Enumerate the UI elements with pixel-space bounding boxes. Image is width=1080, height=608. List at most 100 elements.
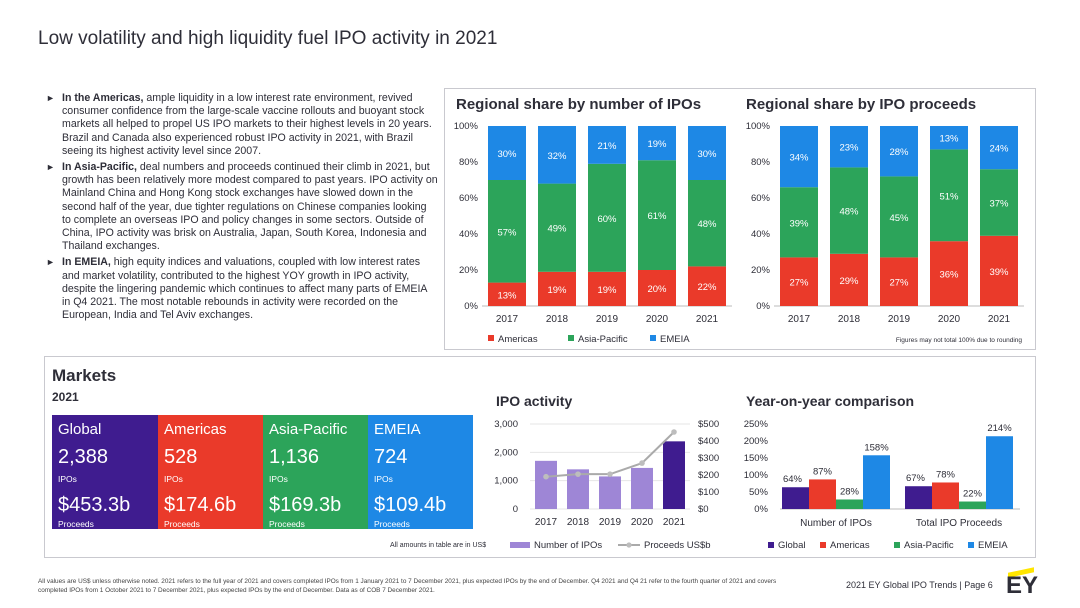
bar-americas — [980, 235, 1018, 306]
chart-yoy-comparison: 0% 50% 100% 150% 200% 250% 64% 87% 28% 158% Number… — [744, 419, 1020, 551]
bar-asiapacific — [930, 149, 968, 242]
chart-ipo-proceeds: 0% 20% 40% 60% 80% 100% 27% 39% 34% 2017 29% 48% 23%… — [746, 121, 1024, 325]
point-proceeds — [671, 429, 677, 435]
x-tick-label: 2020 — [646, 314, 669, 325]
legend-swatch — [568, 335, 574, 341]
data-label: 19% — [547, 285, 567, 296]
tile-name: Asia-Pacific — [269, 421, 348, 438]
chart3-title: IPO activity — [496, 393, 573, 409]
y2-tick-label: $300 — [698, 453, 719, 464]
bar-americas — [930, 241, 968, 306]
bullet-text: ample liquidity in a low interest rate e… — [62, 92, 432, 157]
x-tick-label: 2020 — [631, 517, 654, 528]
y-tick-label: 80% — [459, 157, 479, 168]
bar-emeia — [588, 126, 626, 164]
y-tick-label: 60% — [751, 193, 771, 204]
regional-legend: Americas Asia-Pacific EMEIA — [488, 334, 690, 345]
bar-global — [905, 486, 932, 509]
ey-logo: EY — [1006, 572, 1039, 599]
bar-emeia — [638, 126, 676, 161]
bullet-lead: In EMEIA, — [62, 256, 111, 269]
bar-number-of-ipos — [631, 467, 653, 509]
tile-proceeds: $453.3b — [58, 494, 131, 516]
bullet-text: deal numbers and proceeds continued thei… — [62, 161, 438, 253]
x-tick-label: Number of IPOs — [800, 518, 872, 529]
y-tick-label: 3,000 — [494, 419, 518, 430]
bullet-lead: In the Americas, — [62, 92, 144, 104]
data-label: 29% — [839, 276, 859, 287]
legend-label: EMEIA — [978, 540, 1008, 551]
y-tick-label: 20% — [459, 265, 479, 276]
point-proceeds — [639, 460, 645, 466]
markets-note: All amounts in table are in US$ — [390, 542, 487, 549]
x-tick-label: 2018 — [546, 314, 569, 325]
bar-emeia — [930, 126, 968, 150]
bar-global — [782, 487, 809, 509]
legend-swatch — [488, 335, 494, 341]
data-label: 32% — [547, 151, 567, 162]
bar-americas — [688, 266, 726, 306]
y-tick-label: 150% — [744, 453, 769, 464]
x-tick-label: 2017 — [788, 314, 811, 325]
bar-americas — [638, 270, 676, 306]
y2-tick-label: $100 — [698, 487, 719, 498]
footer-note: All values are US$ unless otherwise note… — [38, 578, 777, 594]
tile-asia-pacific: Asia-Pacific 1,136 IPOs $169.3b Proceeds — [263, 415, 368, 529]
bar-emeia — [986, 436, 1013, 509]
tile-ipos: 528 — [164, 446, 198, 468]
activity-charts: 0 1,000 2,000 3,000 $0 $100 $200 $300 $400 $500 20… — [494, 419, 1020, 551]
bar-emeia — [688, 126, 726, 180]
bar-number-of-ipos — [535, 460, 557, 509]
page-title: Low volatility and high liquidity fuel I… — [38, 28, 498, 49]
bar-asiapacific — [830, 167, 868, 254]
tile-name: EMEIA — [374, 421, 421, 438]
x-tick-label: 2020 — [938, 314, 961, 325]
data-label: 61% — [647, 211, 667, 222]
bar-emeia — [538, 126, 576, 184]
legend-swatch — [968, 542, 974, 548]
data-label: 23% — [839, 143, 859, 154]
point-proceeds — [575, 471, 581, 477]
y-tick-label: 100% — [454, 121, 479, 132]
y-tick-label: 40% — [459, 229, 479, 240]
data-label: 22% — [697, 282, 717, 293]
y-tick-label: 40% — [751, 229, 771, 240]
y2-tick-label: $0 — [698, 504, 709, 515]
y-tick-label: 250% — [744, 419, 769, 430]
bar-asiapacific — [638, 160, 676, 270]
line-proceeds — [545, 431, 675, 478]
data-label: 37% — [989, 199, 1009, 210]
chart1-title: Regional share by number of IPOs — [456, 96, 702, 113]
bar-emeia — [780, 126, 818, 188]
x-tick-label: 2019 — [596, 314, 619, 325]
bar-americas — [588, 271, 626, 306]
tile-americas: Americas 528 IPOs $174.6b Proceeds — [158, 415, 263, 529]
y-tick-label: 200% — [744, 436, 769, 447]
bar-americas — [880, 257, 918, 306]
point-proceeds — [543, 473, 549, 480]
bar-asiapacific — [780, 187, 818, 258]
chart-ipo-activity: 0 1,000 2,000 3,000 $0 $100 $200 $300 $400 $500 20… — [494, 419, 719, 551]
bar-americas — [538, 271, 576, 306]
bar-asiapacific — [980, 169, 1018, 236]
legend-label: Americas — [830, 540, 870, 551]
legend-swatch — [894, 542, 900, 548]
chart2-title: Regional share by IPO proceeds — [746, 96, 977, 113]
y2-tick-label: $500 — [698, 419, 719, 430]
data-label: 214% — [987, 423, 1012, 434]
x-tick-label: 2019 — [888, 314, 911, 325]
data-label: 49% — [547, 224, 567, 235]
legend-swatch — [650, 335, 656, 341]
tile-proceeds: $109.4b — [374, 494, 447, 516]
legend-label: Global — [778, 540, 805, 551]
tile-ipos-label: IPOs — [164, 474, 183, 484]
data-label: 19% — [647, 139, 667, 150]
tile-ipos-label: IPOs — [58, 474, 77, 484]
y-tick-label: 2,000 — [494, 447, 518, 458]
data-label: 36% — [939, 270, 959, 281]
chart-number-of-ipos: 0% 20% 40% 60% 80% 100% 13% 57% 30% 2017 19% 49% 32%… — [454, 121, 732, 325]
bullet-text: high equity indices and valuations, coup… — [62, 256, 427, 322]
y-tick-label: 1,000 — [494, 476, 518, 487]
x-tick-label: 2017 — [496, 314, 519, 325]
markets-year: 2021 — [52, 390, 79, 404]
